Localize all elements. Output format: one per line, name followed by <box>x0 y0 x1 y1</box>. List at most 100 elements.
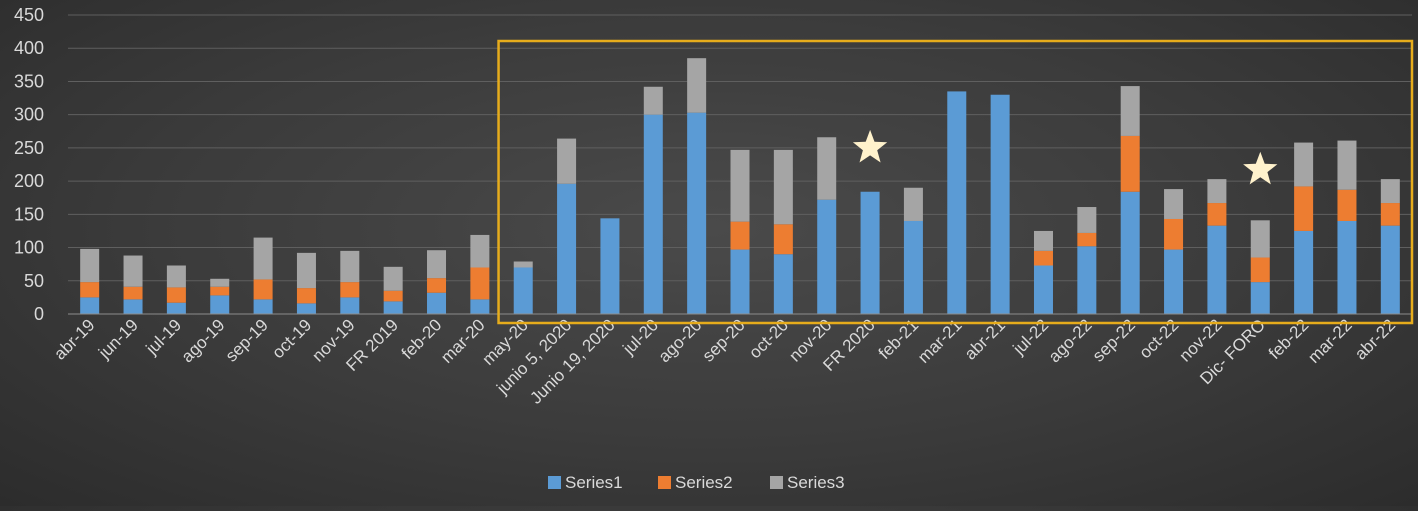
bar-segment-series2 <box>124 287 143 300</box>
bar-segment-series1 <box>1164 250 1183 314</box>
star-markers <box>853 130 1278 185</box>
bar-segment-series1 <box>1251 282 1270 314</box>
legend-swatch <box>658 476 671 489</box>
bar-segment-series2 <box>427 278 446 293</box>
bar-segment-series1 <box>124 299 143 314</box>
bar-segment-series2 <box>167 287 186 302</box>
y-tick-label: 250 <box>14 138 44 158</box>
y-tick-label: 50 <box>24 271 44 291</box>
bar-segment-series2 <box>774 224 793 254</box>
y-tick-label: 400 <box>14 38 44 58</box>
bar-segment-series1 <box>80 297 99 314</box>
y-tick-label: 0 <box>34 304 44 324</box>
star-icon <box>853 130 887 163</box>
bar-segment-series2 <box>297 288 316 303</box>
bar-segment-series2 <box>1294 186 1313 231</box>
bar-segment-series1 <box>1381 226 1400 314</box>
bar-segment-series1 <box>1077 246 1096 314</box>
bar-segment-series3 <box>817 137 836 199</box>
bar-segment-series3 <box>427 250 446 278</box>
legend: Series1 Series2 Series3 <box>548 473 845 492</box>
x-tick-label: sep-19 <box>222 315 272 365</box>
y-tick-label: 200 <box>14 171 44 191</box>
bar-segment-series1 <box>167 303 186 314</box>
bar-segment-series3 <box>384 267 403 291</box>
bar-segment-series1 <box>774 254 793 314</box>
bar-segment-series2 <box>340 282 359 297</box>
bar-segment-series1 <box>817 200 836 314</box>
bar-segment-series2 <box>1207 203 1226 226</box>
bar-segment-series1 <box>1121 192 1140 314</box>
bar-segment-series1 <box>904 221 923 314</box>
bar-segment-series3 <box>124 256 143 287</box>
bar-segment-series2 <box>384 291 403 302</box>
bar-segment-series2 <box>1251 258 1270 283</box>
bars <box>80 58 1400 314</box>
bar-segment-series3 <box>470 235 489 268</box>
bar-segment-series2 <box>210 287 229 296</box>
legend-label: Series1 <box>565 473 623 492</box>
y-tick-label: 100 <box>14 238 44 258</box>
bar-segment-series3 <box>1121 86 1140 136</box>
bar-segment-series1 <box>1337 221 1356 314</box>
y-axis-tick-labels: 0 50 100 150 200 250 300 350 400 450 <box>14 5 44 324</box>
bar-segment-series1 <box>470 299 489 314</box>
bar-segment-series2 <box>1337 190 1356 221</box>
bar-segment-series1 <box>427 293 446 314</box>
bar-segment-series2 <box>731 222 750 250</box>
bar-segment-series3 <box>167 265 186 287</box>
legend-swatch <box>548 476 561 489</box>
bar-segment-series1 <box>1294 231 1313 314</box>
bar-segment-series1 <box>947 91 966 314</box>
bar-segment-series1 <box>644 115 663 314</box>
bar-segment-series2 <box>1164 219 1183 250</box>
bar-segment-series1 <box>210 295 229 314</box>
bar-segment-series1 <box>1034 265 1053 314</box>
bar-segment-series1 <box>340 297 359 314</box>
bar-segment-series2 <box>1381 203 1400 226</box>
bar-segment-series1 <box>514 267 533 314</box>
x-axis-tick-labels: abr-19jun-19 jul-19ago-19sep-19oct-19nov-… <box>50 315 1399 407</box>
bar-segment-series1 <box>1207 226 1226 314</box>
legend-swatch <box>770 476 783 489</box>
bar-segment-series3 <box>687 58 706 112</box>
bar-segment-series3 <box>1207 179 1226 203</box>
bar-segment-series3 <box>1294 143 1313 187</box>
bar-segment-series3 <box>210 279 229 287</box>
bar-segment-series1 <box>557 184 576 314</box>
bar-segment-series3 <box>254 238 273 280</box>
bar-segment-series1 <box>600 218 619 314</box>
bar-segment-series3 <box>340 251 359 282</box>
bar-segment-series1 <box>861 192 880 314</box>
bar-segment-series2 <box>80 282 99 297</box>
y-tick-label: 150 <box>14 204 44 224</box>
bar-segment-series1 <box>687 113 706 314</box>
bar-segment-series2 <box>254 279 273 299</box>
bar-segment-series3 <box>1164 189 1183 219</box>
bar-segment-series1 <box>384 301 403 314</box>
bar-segment-series3 <box>644 87 663 115</box>
bar-segment-series1 <box>991 95 1010 314</box>
bar-segment-series3 <box>1251 220 1270 257</box>
bar-segment-series3 <box>1337 141 1356 190</box>
bar-segment-series2 <box>1034 251 1053 266</box>
bar-segment-series3 <box>774 150 793 224</box>
legend-label: Series3 <box>787 473 845 492</box>
bar-segment-series3 <box>1034 231 1053 251</box>
bar-segment-series2 <box>470 267 489 299</box>
bar-segment-series1 <box>731 250 750 314</box>
bar-segment-series3 <box>1077 207 1096 233</box>
bar-segment-series1 <box>297 303 316 314</box>
legend-label: Series2 <box>675 473 733 492</box>
bar-segment-series1 <box>254 299 273 314</box>
bar-segment-series3 <box>297 253 316 288</box>
bar-segment-series2 <box>1121 136 1140 192</box>
x-tick-label: jun-19 <box>94 315 142 363</box>
x-tick-label: oct-19 <box>268 315 315 362</box>
y-tick-label: 350 <box>14 71 44 91</box>
bar-segment-series3 <box>557 139 576 184</box>
bar-segment-series3 <box>80 249 99 282</box>
bar-segment-series3 <box>514 262 533 268</box>
